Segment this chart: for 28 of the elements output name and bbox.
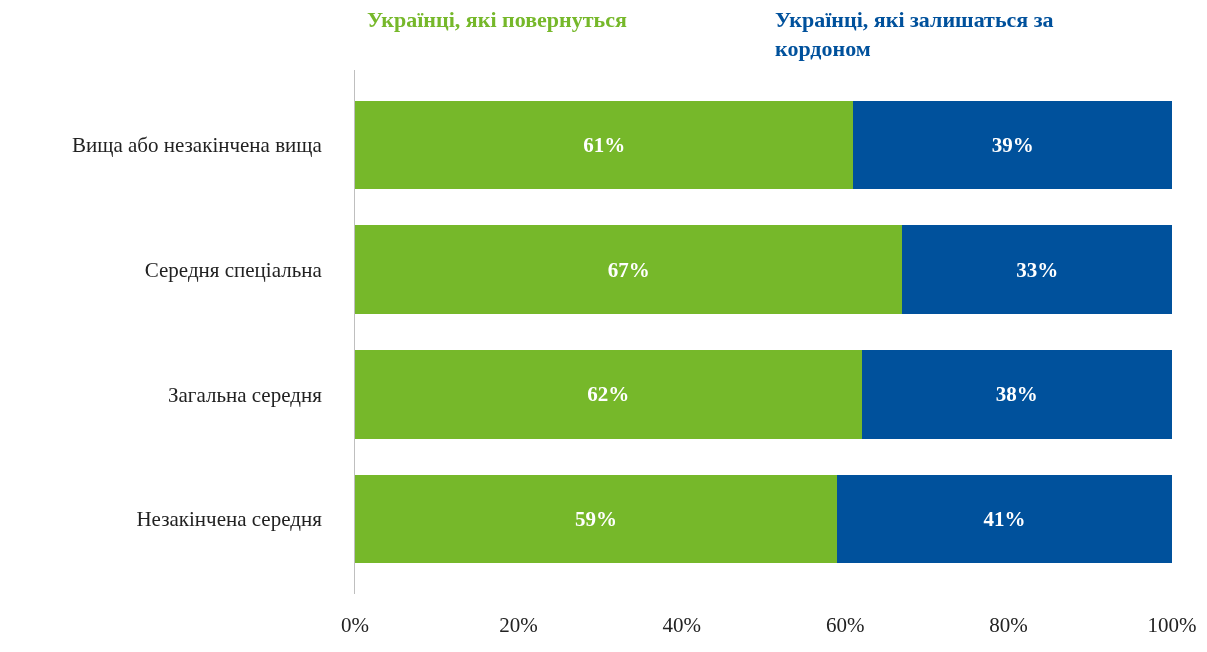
x-tick-label: 0%	[341, 613, 369, 637]
data-label: 41%	[983, 507, 1026, 532]
x-tick-label: 60%	[825, 613, 865, 637]
bar	[853, 100, 1172, 190]
y-tick-label: Загальна середня	[167, 382, 323, 407]
bar	[355, 225, 903, 314]
x-tick-label: 40%	[662, 613, 702, 637]
y-tick-label: Середня спеціальна	[144, 257, 323, 282]
data-label: 67%	[607, 257, 650, 282]
data-label: 59%	[575, 507, 618, 532]
x-tick-label: 80%	[989, 613, 1028, 637]
data-label: 33%	[1016, 257, 1059, 282]
data-label: 61%	[583, 132, 626, 157]
bar	[861, 350, 1172, 439]
series-label: Українці, які залишаться за кордоном	[775, 7, 1054, 61]
y-tick-label: Незакінчена середня	[136, 507, 323, 532]
text: Українці, які повернуться	[367, 7, 627, 32]
bar	[902, 225, 1172, 314]
x-tick-label: 20%	[499, 613, 538, 637]
y-tick-label: Вища або незакінчена вища	[72, 133, 323, 158]
data-label: 62%	[587, 382, 630, 407]
bar	[355, 350, 862, 439]
data-label: 38%	[995, 382, 1038, 407]
bar	[355, 100, 854, 190]
bar	[355, 474, 838, 564]
data-label: 39%	[991, 132, 1034, 157]
bar	[837, 474, 1172, 564]
x-tick-label: 100%	[1147, 613, 1197, 637]
